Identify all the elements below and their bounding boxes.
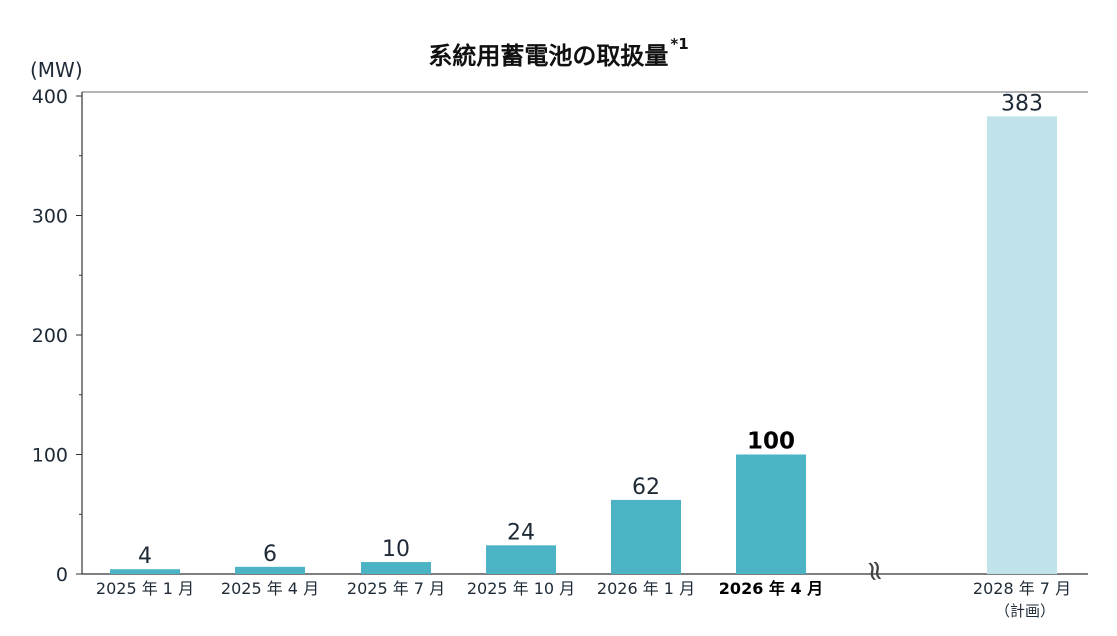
x-tick-label: 2028 年 7 月: [973, 579, 1071, 598]
chart-title-container: 系統用蓄電池の取扱量 *1: [0, 35, 1117, 71]
y-axis-unit-label: (MW): [30, 58, 83, 82]
x-tick-label: 2025 年 1 月: [96, 579, 194, 598]
bar: [486, 545, 556, 574]
data-label: 383: [1001, 91, 1043, 116]
bar: [361, 562, 431, 574]
axis-break-icon: ≈: [857, 556, 894, 585]
bar: [235, 566, 305, 574]
y-tick-label: 400: [32, 86, 68, 108]
data-label: 100: [747, 429, 795, 455]
y-tick-label: 200: [32, 325, 68, 347]
data-label: 10: [382, 537, 410, 562]
x-tick-label: 2026 年 4 月: [719, 579, 823, 598]
title-footnote-mark: *1: [670, 35, 689, 53]
plan-note-label: （計画）: [995, 602, 1056, 620]
bar: [736, 454, 806, 574]
x-tick-label: 2025 年 7 月: [347, 579, 445, 598]
y-tick-label: 300: [32, 206, 68, 228]
bar: [110, 569, 180, 574]
y-tick-label: 0: [56, 564, 68, 586]
bar: [611, 499, 681, 574]
x-tick-label: 2025 年 4 月: [221, 579, 319, 598]
data-label: 6: [263, 542, 277, 567]
data-label: 4: [138, 544, 152, 569]
x-tick-label: 2025 年 10 月: [467, 579, 575, 598]
chart-title-text: 系統用蓄電池の取扱量: [428, 42, 669, 70]
chart-title: 系統用蓄電池の取扱量 *1: [428, 35, 688, 70]
x-tick-label: 2026 年 1 月: [597, 579, 695, 598]
data-label: 24: [507, 520, 535, 545]
y-tick-label: 100: [32, 445, 68, 467]
bar: [987, 116, 1057, 574]
data-label: 62: [632, 475, 660, 500]
